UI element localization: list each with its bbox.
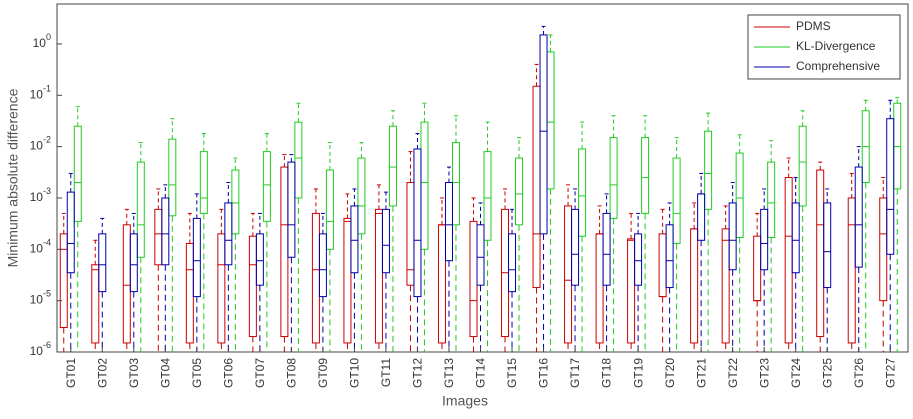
box [515,157,524,226]
x-tick-label: GT08 [285,358,299,388]
box [672,157,681,244]
box [791,202,800,274]
box [343,217,352,344]
x-tick-label: GT26 [852,358,866,388]
box [91,264,100,344]
box [641,137,650,214]
box [483,151,492,241]
box [161,197,170,266]
box [231,169,240,235]
x-tick-label: GT17 [568,358,582,388]
x-tick-label: GT10 [348,358,362,388]
box [413,148,422,298]
x-tick-label: GT24 [789,358,803,388]
x-tick-label: GT12 [411,358,425,388]
x-tick-label: GT07 [253,358,267,388]
box [248,235,257,338]
legend-label: PDMS [796,19,831,33]
x-tick-label: GT18 [600,358,614,388]
box [760,208,769,271]
box [374,208,383,344]
box [287,161,296,258]
box [665,224,674,289]
y-tick-label: 10-1 [30,84,51,102]
box [627,238,636,344]
legend: PDMS KL-Divergence Comprehensive [747,14,901,80]
box [578,148,587,237]
box [73,125,82,222]
box [704,130,713,210]
box [59,233,68,329]
x-tick-label: GT20 [663,358,677,388]
box [721,228,730,344]
x-tick-label: GT19 [631,358,645,388]
x-tick-label: GT03 [127,358,141,388]
y-tick-label: 10-4 [30,238,51,256]
box [192,217,201,298]
x-tick-label: GT25 [820,358,834,388]
box [735,152,744,238]
y-tick-label: 10-2 [30,135,51,153]
y-tick-label: 10-6 [30,340,51,358]
box [767,161,776,238]
y-tick-label: 10-3 [30,186,51,204]
y-tick-label: 100 [33,32,51,50]
box [823,202,832,289]
box [444,182,453,262]
box [98,233,107,293]
x-tick-label: GT15 [505,358,519,388]
box [381,208,390,274]
box [476,224,485,286]
box [539,34,548,235]
box [847,197,856,344]
box [199,151,208,214]
box [357,157,366,235]
box [66,191,75,274]
x-tick-label: GT11 [379,358,393,387]
x-tick-label: GT27 [883,358,897,388]
legend-label: Comprehensive [796,59,880,73]
box [854,166,863,268]
box [508,233,517,293]
x-tick-label: GT04 [158,358,172,388]
box [255,233,264,286]
y-axis-label: Minimum absolute difference [5,88,21,267]
box [168,138,177,217]
box [634,233,643,286]
box [318,233,327,298]
x-tick-label: GT21 [694,358,708,388]
x-tick-label: GT01 [64,358,78,388]
x-tick-label: GT23 [757,358,771,388]
box [136,161,145,258]
legend-label: KL-Divergence [796,39,876,53]
box [294,121,303,199]
box [886,118,895,255]
x-tick-label: GT02 [95,358,109,388]
box [388,125,397,207]
x-tick-label: GT06 [222,358,236,388]
x-tick-label: GT05 [190,358,204,388]
plot-area [59,25,902,352]
x-axis-label: Images [442,393,488,409]
box [728,202,737,271]
box [129,233,138,293]
box [609,137,618,219]
box [798,125,807,207]
x-tick-label: GT13 [442,358,456,388]
box [217,233,226,344]
x-tick-label: GT09 [316,358,330,388]
box [262,151,271,222]
x-tick-label: GT22 [726,358,740,388]
box [350,205,359,274]
x-tick-label: GT14 [474,358,488,388]
box [571,208,580,286]
y-tick-label: 10-5 [30,289,51,307]
x-tick-label: GT16 [537,358,551,388]
box [224,202,233,266]
box [325,169,334,250]
box [602,212,611,286]
